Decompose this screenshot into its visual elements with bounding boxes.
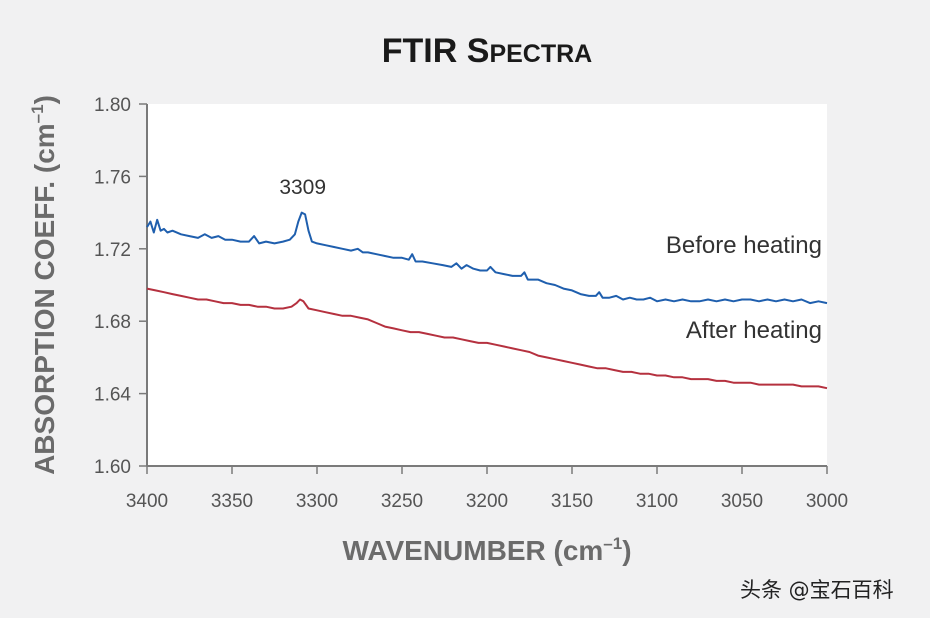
x-axis-title-end: ) bbox=[622, 535, 631, 566]
x-tick-label: 3050 bbox=[721, 491, 763, 512]
chart-title-main: FTIR S bbox=[382, 32, 490, 70]
y-tick-label: 1.80 bbox=[94, 95, 131, 116]
x-tick-label: 3200 bbox=[466, 491, 508, 512]
y-axis-title: ABSORPTION COEFF. (cm–1) bbox=[28, 95, 60, 475]
watermark: 头条 @宝石百科 bbox=[740, 578, 894, 602]
plot-area bbox=[147, 104, 827, 466]
y-tick-label: 1.64 bbox=[94, 385, 131, 406]
legend-before-heating: Before heating bbox=[666, 232, 822, 259]
legend-after-heating: After heating bbox=[686, 317, 822, 344]
y-tick-label: 1.60 bbox=[94, 457, 131, 478]
series-line-after-heating bbox=[146, 287, 828, 390]
y-axis-title-sup: –1 bbox=[28, 104, 47, 123]
series-line-before-heating bbox=[146, 211, 828, 305]
x-axis-title-sup: –1 bbox=[603, 534, 622, 553]
peak-annotation: 3309 bbox=[279, 176, 326, 199]
y-tick-label: 1.76 bbox=[94, 167, 131, 188]
x-tick-label: 3350 bbox=[211, 491, 253, 512]
x-axis-title-main: WAVENUMBER (cm bbox=[342, 535, 603, 566]
x-axis-title: WAVENUMBER (cm–1) bbox=[342, 534, 631, 566]
y-axis-title-end: ) bbox=[29, 95, 60, 104]
x-tick-label: 3400 bbox=[126, 491, 168, 512]
y-axis-title-main: ABSORPTION COEFF. (cm bbox=[29, 123, 60, 475]
chart-title: FTIR SPECTRA bbox=[382, 32, 592, 70]
x-tick-label: 3300 bbox=[296, 491, 338, 512]
y-tick-label: 1.72 bbox=[94, 240, 131, 261]
series-group bbox=[146, 211, 828, 390]
x-tick-label: 3250 bbox=[381, 491, 423, 512]
y-tick-label: 1.68 bbox=[94, 312, 131, 333]
x-tick-label: 3100 bbox=[636, 491, 678, 512]
chart-title-smallcaps: PECTRA bbox=[489, 40, 592, 68]
x-tick-label: 3000 bbox=[806, 491, 848, 512]
x-tick-label: 3150 bbox=[551, 491, 593, 512]
axes: 1.80 1.76 1.72 1.68 1.64 1.60 3400 3350 3300 3250… bbox=[94, 95, 848, 512]
